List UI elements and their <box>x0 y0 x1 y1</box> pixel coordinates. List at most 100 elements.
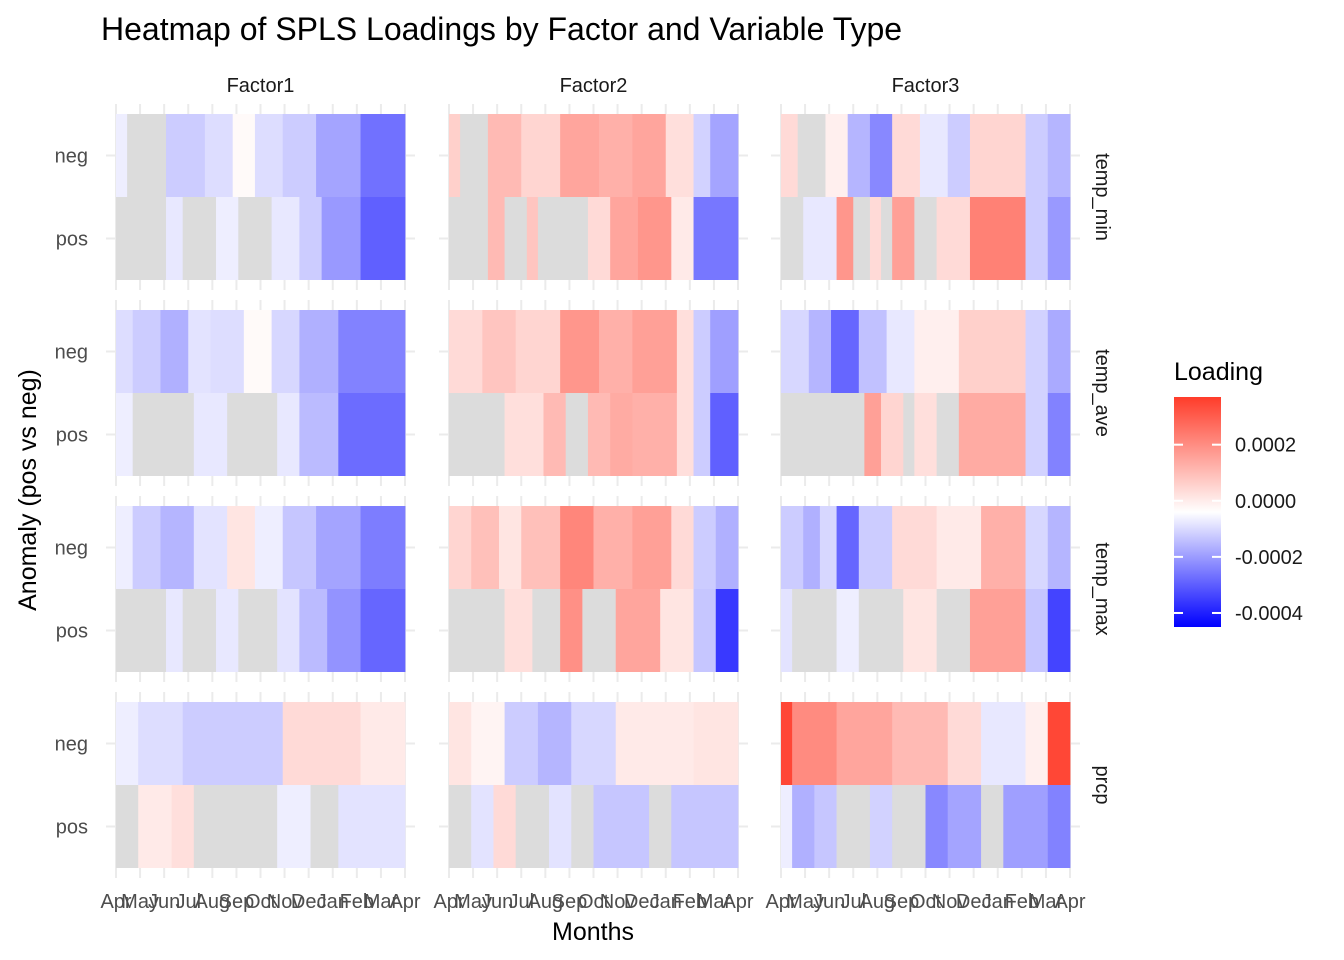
x-tick-label: Sep <box>219 891 255 913</box>
heatmap-cell <box>160 310 189 393</box>
facet-column-label: Factor3 <box>892 75 960 97</box>
heatmap-cell <box>504 589 533 672</box>
x-tick-label: Aug <box>195 891 231 913</box>
heatmap-cell <box>504 197 528 280</box>
legend-label: -0.0004 <box>1235 603 1303 625</box>
legend-label: -0.0002 <box>1235 547 1303 569</box>
heatmap-cell <box>338 310 406 393</box>
panel-Factor2-temp_ave <box>439 300 748 486</box>
heatmap-cell <box>571 702 617 785</box>
heatmap-cell <box>981 506 1026 589</box>
facet-row-label: prcp <box>1091 766 1113 805</box>
heatmap-cell <box>243 310 273 393</box>
heatmap-cell <box>660 589 694 672</box>
y-tick-label: neg <box>55 734 88 756</box>
heatmap-cell <box>515 785 550 868</box>
heatmap-cell <box>919 114 949 197</box>
heatmap-cell <box>881 393 904 476</box>
y-tick-label: neg <box>55 342 88 364</box>
x-axis-title: Months <box>552 918 634 946</box>
x-tick-label: Apr <box>722 891 753 913</box>
heatmap-cell <box>1025 393 1049 476</box>
heatmap-cell <box>892 785 926 868</box>
heatmap-cell <box>1047 589 1071 672</box>
heatmap-cell <box>521 114 561 197</box>
heatmap-cell <box>969 114 1026 197</box>
x-tick-label: Feb <box>1005 891 1039 913</box>
heatmap-cell <box>947 702 982 785</box>
heatmap-cell <box>593 506 633 589</box>
heatmap-cell <box>571 785 594 868</box>
heatmap-cell <box>504 393 544 476</box>
x-tick-label: Dec <box>624 891 660 913</box>
heatmap-cell <box>936 589 971 672</box>
heatmap-cell <box>504 702 539 785</box>
heatmap-cell <box>665 114 694 197</box>
x-tick-label: Apr <box>389 891 420 913</box>
heatmap-cell <box>282 506 317 589</box>
heatmap-cell <box>637 197 672 280</box>
heatmap-cell <box>936 197 971 280</box>
heatmap-cell <box>969 589 1026 672</box>
heatmap-cell <box>853 197 871 280</box>
x-tick-label: Jul <box>508 891 534 913</box>
x-tick-label: May <box>786 891 824 913</box>
heatmap-cell <box>1025 310 1049 393</box>
x-tick-label: Apr <box>765 891 796 913</box>
heatmap-cell <box>360 702 406 785</box>
heatmap-cell <box>808 310 832 393</box>
heatmap-cell <box>254 114 284 197</box>
heatmap-cell <box>232 114 256 197</box>
chart-title: Heatmap of SPLS Loadings by Factor and V… <box>101 11 902 47</box>
heatmap-cell <box>321 197 361 280</box>
heatmap-cell <box>1025 702 1049 785</box>
heatmap-cell <box>132 393 195 476</box>
heatmap-cell <box>1047 197 1071 280</box>
panel-Factor2-prcp <box>439 692 748 878</box>
heatmap-cell <box>671 197 694 280</box>
heatmap-cell <box>693 310 711 393</box>
heatmap-cell <box>914 197 938 280</box>
facet-row-label: temp_max <box>1091 542 1113 635</box>
panel-Factor3-temp_min <box>771 104 1080 290</box>
x-tick-label: Dec <box>291 891 327 913</box>
heatmap-cell <box>869 785 893 868</box>
heatmap-cell <box>797 114 826 197</box>
heatmap-cell <box>981 785 1004 868</box>
heatmap-cell <box>710 310 739 393</box>
heatmap-cell <box>836 589 860 672</box>
heatmap-cell <box>693 393 711 476</box>
heatmap-cell <box>327 589 361 672</box>
heatmap-cell <box>836 506 860 589</box>
heatmap-cell <box>182 589 217 672</box>
heatmap-cell <box>216 197 239 280</box>
heatmap-cell <box>537 197 589 280</box>
heatmap-cell <box>858 589 904 672</box>
y-tick-label: pos <box>56 817 88 839</box>
heatmap-cell <box>132 506 161 589</box>
y-tick-label: pos <box>56 621 88 643</box>
x-tick-label: Aug <box>528 891 564 913</box>
heatmap-cell <box>471 506 500 589</box>
heatmap-cell <box>599 310 633 393</box>
heatmap-cell <box>138 702 184 785</box>
x-tick-label: Jun <box>813 891 845 913</box>
heatmap-cell <box>299 589 328 672</box>
heatmap-cell <box>593 785 650 868</box>
heatmap-cell <box>632 310 678 393</box>
heatmap-cell <box>903 393 915 476</box>
heatmap-cell <box>715 589 739 672</box>
legend-label: 0.0002 <box>1235 435 1296 457</box>
heatmap-cell <box>299 310 339 393</box>
heatmap-cell <box>892 702 949 785</box>
heatmap-cell <box>299 393 339 476</box>
heatmap-cell <box>892 506 938 589</box>
heatmap-cell <box>127 114 167 197</box>
heatmap-cell <box>803 506 821 589</box>
y-axis-title: Anomaly (pos vs neg) <box>14 369 42 611</box>
x-tick-label: Jul <box>840 891 866 913</box>
heatmap-cell <box>182 197 217 280</box>
heatmap-cell <box>471 785 494 868</box>
heatmap-cell <box>903 589 938 672</box>
heatmap-cell <box>216 589 239 672</box>
